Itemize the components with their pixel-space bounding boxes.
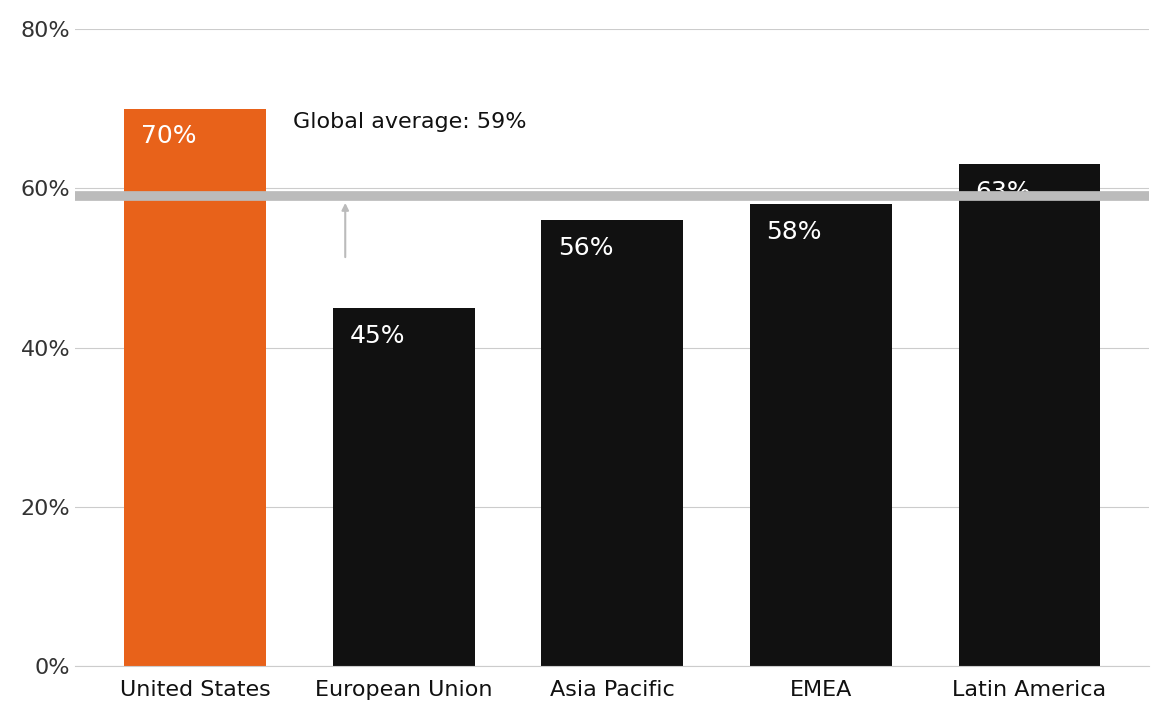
Text: 56%: 56% xyxy=(558,236,613,260)
Text: 70%: 70% xyxy=(140,125,197,149)
Text: 63%: 63% xyxy=(976,180,1031,204)
Bar xyxy=(750,204,892,666)
Text: Global average: 59%: Global average: 59% xyxy=(294,112,526,133)
Bar xyxy=(958,164,1100,666)
Bar xyxy=(542,220,683,666)
Bar xyxy=(124,109,266,666)
Text: 58%: 58% xyxy=(766,220,823,244)
Bar xyxy=(332,308,475,666)
Text: 45%: 45% xyxy=(350,324,405,348)
